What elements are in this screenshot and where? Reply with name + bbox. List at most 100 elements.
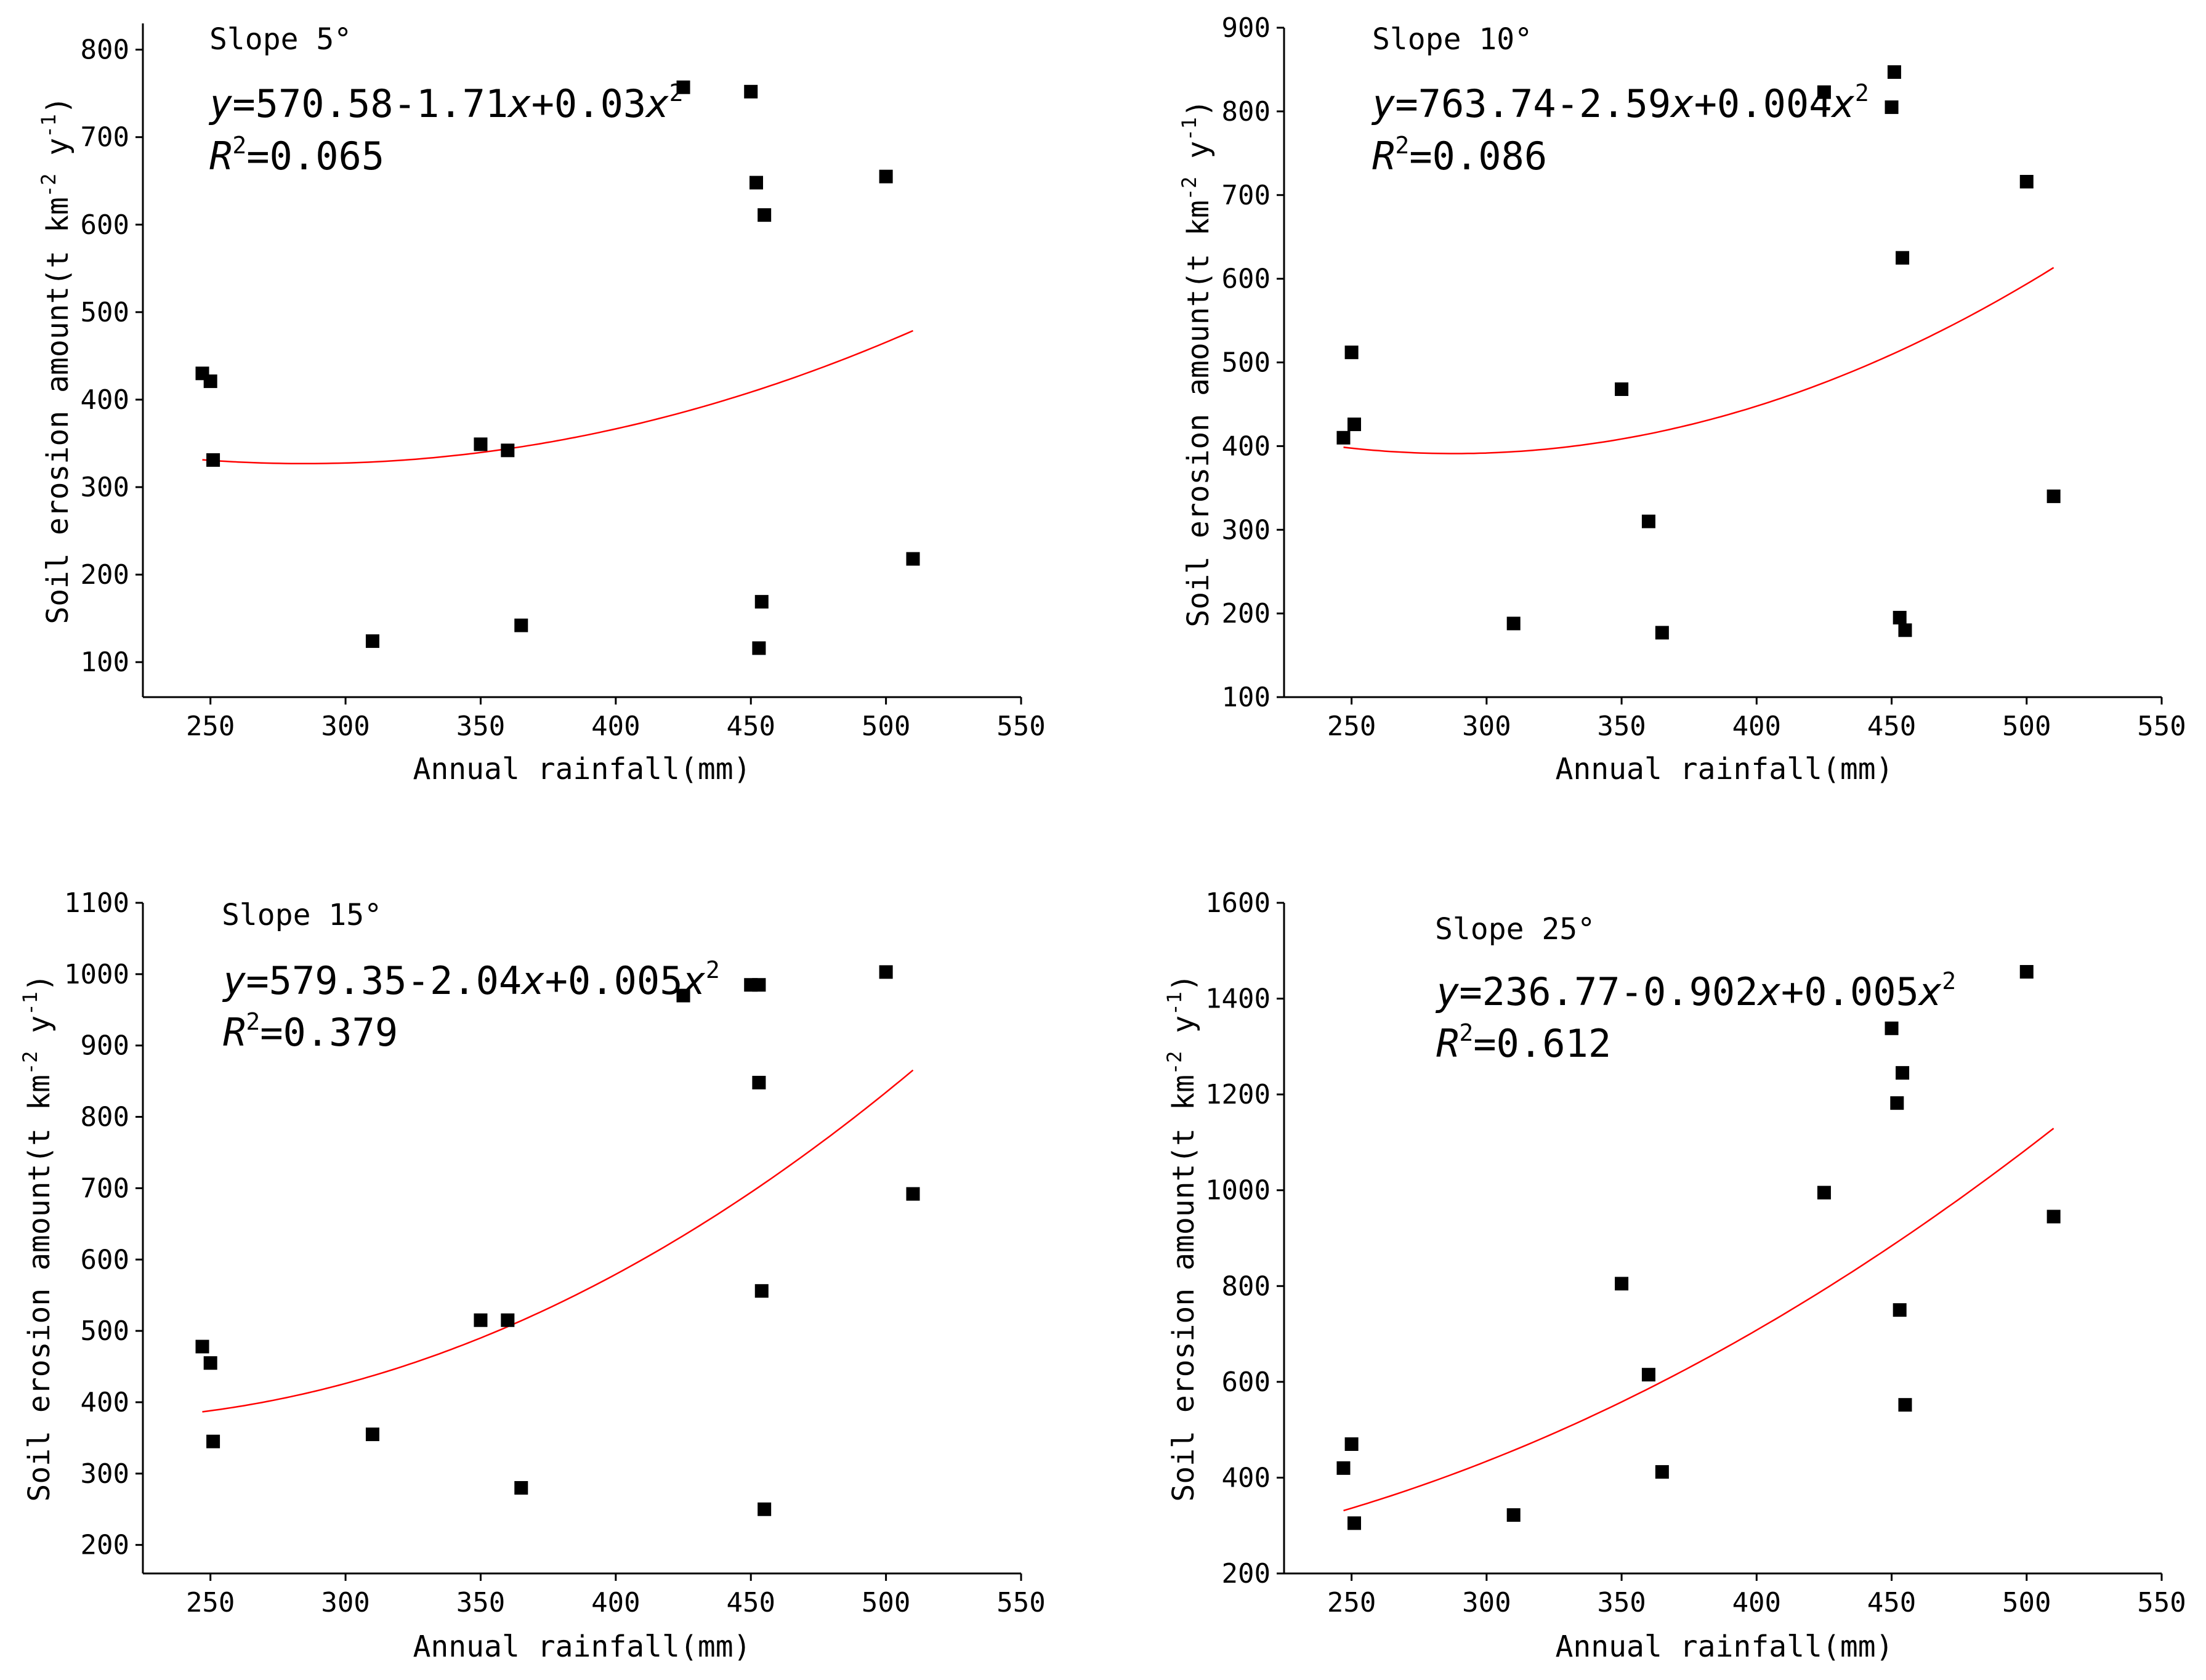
y-axis-label: Soil erosion amount(t km-2 y-1) xyxy=(18,974,57,1501)
x-tick-label: 300 xyxy=(1462,711,1511,742)
panel-annotation: Slope 10° xyxy=(1372,22,1532,57)
data-point xyxy=(1885,100,1899,115)
data-point xyxy=(2019,965,2034,979)
fit-curve xyxy=(202,1069,914,1413)
x-tick-label: 350 xyxy=(1597,1587,1646,1618)
panel-slope-10: 250 300 350 400 450 500 550 100 200 300 400 500 600 7… xyxy=(1178,12,2186,786)
data-point xyxy=(758,1502,772,1516)
y-tick-label: 200 xyxy=(1222,1558,1271,1589)
y-tick-label: 400 xyxy=(1222,430,1271,462)
data-point xyxy=(514,1480,528,1495)
y-tick-label: 200 xyxy=(81,559,129,591)
data-point xyxy=(1890,1096,1904,1110)
x-tick-label: 250 xyxy=(186,1587,235,1618)
data-point xyxy=(1898,623,1912,637)
data-point xyxy=(906,1187,920,1201)
data-point xyxy=(1641,514,1655,528)
y-tick-label: 300 xyxy=(81,1458,129,1490)
data-point xyxy=(879,169,893,184)
x-axis-label: Annual rainfall(mm) xyxy=(1555,752,1893,786)
panel-slope-5: 250 300 350 400 450 500 550 100 200 300 400 500 600 7… xyxy=(37,22,1046,786)
data-point xyxy=(1344,345,1359,360)
x-tick-label: 450 xyxy=(1867,1587,1916,1618)
panel-slope-15: 250 300 350 400 450 500 550 200 300 400 500 600 700 8… xyxy=(18,887,1046,1664)
data-point xyxy=(752,1075,766,1089)
x-tick-label: 500 xyxy=(2002,711,2051,742)
x-tick-label: 300 xyxy=(321,711,370,742)
y-tick-label: 400 xyxy=(1222,1462,1271,1493)
x-tick-label: 450 xyxy=(726,711,775,742)
x-axis-label: Annual rainfall(mm) xyxy=(1555,1630,1893,1664)
data-point xyxy=(1336,1461,1351,1475)
data-point xyxy=(879,965,893,979)
x-tick-label: 350 xyxy=(1597,711,1646,742)
data-point xyxy=(676,988,690,1003)
panel-annotation: Slope 25° xyxy=(1435,912,1595,947)
y-tick-label: 1200 xyxy=(1205,1079,1271,1110)
x-tick-label: 400 xyxy=(591,711,640,742)
x-tick-label: 550 xyxy=(2137,711,2186,742)
panel-slope-25: 250 300 350 400 450 500 550 200 400 600 800 1000 120… xyxy=(1163,887,2186,1664)
x-axis-label: Annual rainfall(mm) xyxy=(413,1630,751,1664)
data-point xyxy=(1347,418,1361,432)
data-point xyxy=(514,618,528,632)
data-point xyxy=(1817,85,1831,99)
data-point xyxy=(1893,610,1907,624)
y-tick-label: 400 xyxy=(81,1387,129,1418)
regression-equation: y=579.35-2.04x+0.005x2 xyxy=(222,956,720,1003)
x-tick-label: 450 xyxy=(1867,711,1916,742)
fit-curve xyxy=(1343,267,2054,454)
x-tick-label: 500 xyxy=(2002,1587,2051,1618)
x-tick-label: 450 xyxy=(726,1587,775,1618)
r-squared: R2=0.379 xyxy=(223,1008,398,1055)
y-tick-label: 100 xyxy=(1222,682,1271,713)
x-tick-label: 550 xyxy=(2137,1587,2186,1618)
data-point xyxy=(906,552,920,566)
data-point xyxy=(203,374,217,389)
data-point xyxy=(2046,1210,2061,1224)
y-tick-label: 900 xyxy=(81,1030,129,1062)
x-tick-label: 400 xyxy=(591,1587,640,1618)
data-point xyxy=(501,443,515,458)
y-tick-label: 1000 xyxy=(1205,1175,1271,1206)
data-point xyxy=(1347,1516,1361,1530)
data-point xyxy=(1896,1066,1910,1080)
r-squared: R2=0.065 xyxy=(209,132,384,179)
x-tick-label: 550 xyxy=(996,1587,1045,1618)
data-point xyxy=(1641,1368,1655,1382)
y-axis-label: Soil erosion amount(t km-2 y-1) xyxy=(1178,99,1216,627)
x-tick-label: 250 xyxy=(186,711,235,742)
data-point xyxy=(2019,175,2034,189)
x-tick-label: 500 xyxy=(862,711,910,742)
panel-annotation: Slope 15° xyxy=(222,898,382,932)
fit-curve xyxy=(1343,1128,2054,1512)
data-point xyxy=(2046,489,2061,503)
y-tick-label: 800 xyxy=(1222,96,1271,127)
data-point xyxy=(1896,251,1910,265)
y-tick-label: 800 xyxy=(81,34,129,66)
y-tick-label: 700 xyxy=(81,1173,129,1204)
y-tick-label: 600 xyxy=(81,209,129,241)
y-tick-label: 800 xyxy=(1222,1270,1271,1302)
x-tick-label: 300 xyxy=(1462,1587,1511,1618)
y-tick-label: 600 xyxy=(81,1244,129,1275)
data-point xyxy=(1336,430,1351,445)
x-axis-label: Annual rainfall(mm) xyxy=(413,752,751,786)
y-tick-label: 1000 xyxy=(64,959,129,990)
x-tick-label: 300 xyxy=(321,1587,370,1618)
y-tick-label: 700 xyxy=(81,122,129,153)
y-tick-label: 400 xyxy=(81,384,129,416)
data-point xyxy=(206,1434,220,1448)
data-point xyxy=(1898,1398,1912,1412)
y-tick-label: 100 xyxy=(81,647,129,678)
data-point xyxy=(1615,382,1629,396)
x-tick-label: 350 xyxy=(456,711,505,742)
data-point xyxy=(676,80,690,94)
y-tick-label: 300 xyxy=(81,472,129,503)
data-point xyxy=(744,84,758,99)
y-axis-label: Soil erosion amount(t km-2 y-1) xyxy=(1163,974,1201,1501)
y-tick-label: 800 xyxy=(81,1102,129,1133)
x-tick-label: 550 xyxy=(996,711,1045,742)
y-tick-label: 500 xyxy=(81,297,129,328)
